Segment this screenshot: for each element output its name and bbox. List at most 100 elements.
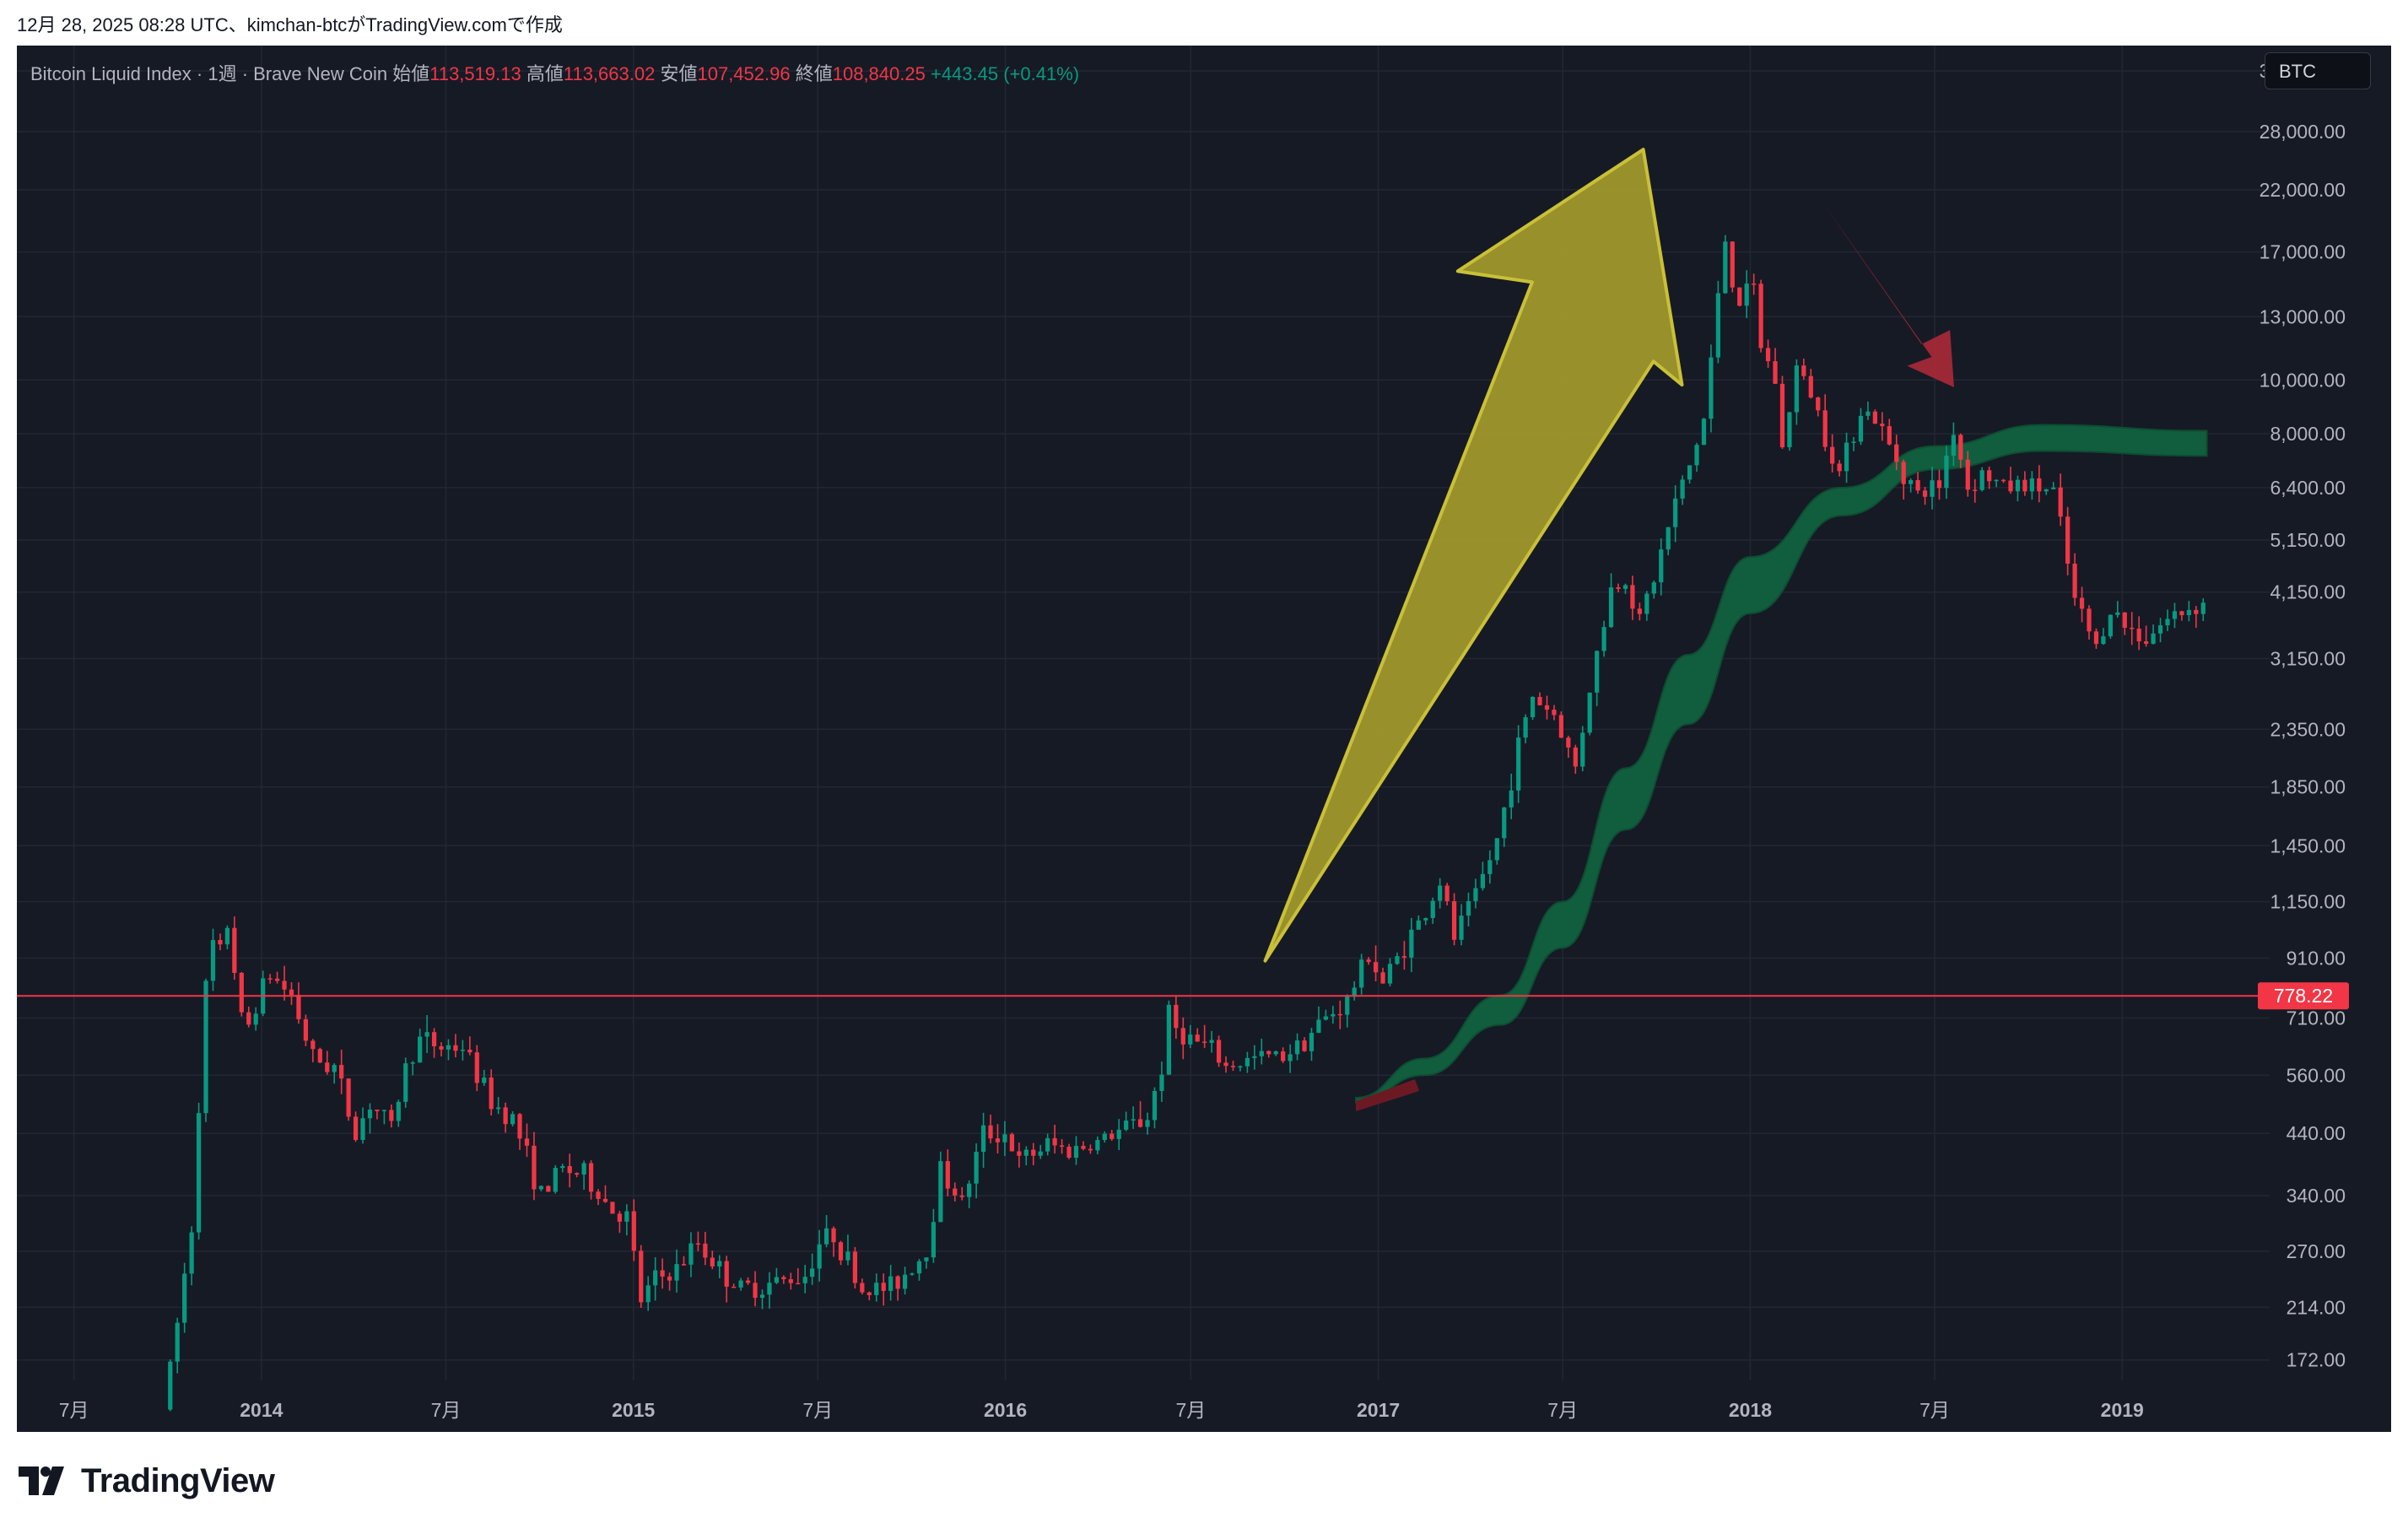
candle-body [2093,631,2099,645]
candle-body [1544,705,1550,710]
candle-body [2065,516,2071,564]
candle-body [1509,790,1514,808]
candle-body [959,1195,964,1197]
candle-body [1316,1019,1321,1034]
candle-body [189,1232,194,1274]
candle-body [1779,383,1785,448]
low-value: 107,452.96 [697,63,791,84]
candle-body [831,1228,836,1243]
candle-body [588,1163,594,1192]
candle-body [353,1116,359,1140]
candle-body [1608,587,1614,628]
candle-body [1052,1137,1057,1146]
candle-body [1516,737,1521,791]
candle-body [282,980,287,990]
candle-body [717,1261,722,1267]
candle-body [381,1110,387,1111]
candle-body [1758,284,1763,348]
candle-body [1979,470,1984,490]
candle-body [460,1049,466,1051]
symbol-badge[interactable]: BTC [2265,52,2371,89]
candle-body [1737,287,1742,306]
candle-body [860,1283,865,1293]
candle-body [1973,489,1978,491]
candle-body [2172,611,2178,619]
candle-body [902,1274,908,1289]
candle-body [1188,1034,1193,1045]
candle-body [838,1242,844,1261]
candle-body [1430,900,1435,919]
y-tick-label: 560.00 [2287,1064,2346,1086]
candle-body [1865,411,1871,416]
candle-body [210,940,216,981]
y-tick-label: 6,400.00 [2270,477,2346,499]
candle-body [1887,426,1892,445]
candle-body [767,1283,772,1295]
tradingview-logo[interactable]: TradingView [19,1461,275,1500]
candle-body [1302,1040,1307,1051]
y-tick-label: 172.00 [2287,1349,2346,1371]
candle-body [1558,715,1564,738]
candle-body [1159,1074,1164,1091]
candle-body [2157,625,2163,634]
candle-body [1987,470,1992,482]
candle-body [1359,959,1364,988]
candle-body [296,995,301,1019]
high-label: 高値 [526,63,564,84]
candle-body [1958,435,1963,460]
x-tick-label: 7月 [802,1399,833,1421]
x-tick-label: 2017 [1357,1399,1400,1421]
symbol-title[interactable]: Bitcoin Liquid Index · 1週 · Brave New Co… [30,63,388,84]
candle-body [2130,627,2135,629]
candle-body [967,1183,972,1197]
y-tick-label: 17,000.00 [2260,241,2346,263]
candle-body [895,1276,900,1289]
candle-body [1031,1149,1036,1156]
price-line-group: 778.22 [17,982,2349,1010]
candle-body [710,1257,715,1267]
candle-body [610,1202,615,1214]
candle-body [168,1361,173,1410]
trend-band [1355,424,2208,1112]
candle-body [1288,1054,1293,1061]
y-tick-label: 1,850.00 [2270,776,2346,798]
price-chart[interactable]: 7月 2014 7月 2015 7月 2016 7月 2017 7月 2018 7月 2019 172… [17,46,2391,1432]
candle-body [1530,696,1536,718]
candle-body [974,1152,979,1184]
candle-body [2087,608,2092,632]
candle-body [1045,1137,1050,1152]
candle-body [1066,1147,1072,1159]
x-tick-label: 2016 [984,1399,1027,1421]
candle-body [1152,1090,1158,1121]
candle-body [489,1078,494,1110]
chart-area[interactable]: 7月 2014 7月 2015 7月 2016 7月 2017 7月 2018 7月 2019 172… [17,46,2391,1432]
trend-band-start [1356,1079,1420,1112]
close-value: 108,840.25 [832,63,926,84]
y-tick-label: 1,450.00 [2270,835,2346,856]
candle-body [1145,1120,1150,1127]
price-line-tag [2258,982,2349,1010]
candle-body [1216,1040,1222,1063]
candle-body [232,927,237,973]
y-tick-label: 4,150.00 [2270,581,2346,603]
candle-body [1459,916,1464,940]
candle-body [1124,1121,1129,1130]
candle-body [1473,888,1478,901]
candle-body [1438,885,1443,901]
candle-body [1523,717,1528,738]
candle-body [938,1161,943,1223]
candle-body [1872,411,1877,424]
candle-body [246,1012,251,1025]
candle-body [274,978,280,981]
candle-body [1380,972,1385,984]
candle-body [1573,747,1578,767]
candle-body [2101,636,2106,645]
candle-body [317,1049,322,1063]
candle-body [1294,1040,1300,1055]
y-tick-label: 910.00 [2287,947,2346,969]
y-tick-label: 28,000.00 [2260,121,2346,143]
candle-body [624,1211,629,1222]
candle-body [688,1243,694,1265]
candle-body [1808,375,1813,398]
low-label: 安値 [660,63,698,84]
